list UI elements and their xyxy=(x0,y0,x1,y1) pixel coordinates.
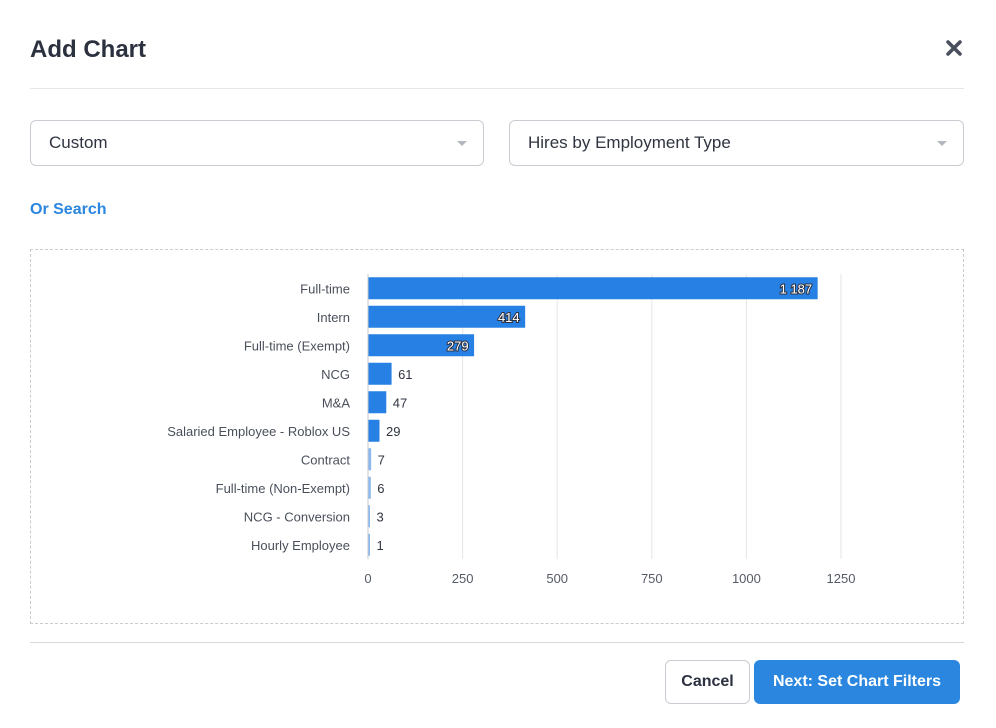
footer-divider xyxy=(30,642,964,643)
x-tick-label: 750 xyxy=(641,571,663,586)
x-tick-label: 1000 xyxy=(732,571,761,586)
chevron-down-icon xyxy=(457,141,467,146)
data-label: 1 187 xyxy=(780,281,813,296)
close-icon xyxy=(946,40,962,56)
data-label: 29 xyxy=(386,424,400,439)
chart-preview: 0 250 500 750 1000 1250 Full-time 1 187 Intern 41… xyxy=(30,249,964,624)
category-label: Contract xyxy=(301,452,351,467)
bar xyxy=(368,505,370,528)
or-search-link[interactable]: Or Search xyxy=(30,201,107,218)
modal-title: Add Chart xyxy=(30,36,146,63)
data-label: 47 xyxy=(393,395,407,410)
chart-type-select[interactable]: Custom xyxy=(30,120,484,166)
chart-select[interactable]: Hires by Employment Type xyxy=(509,120,964,166)
x-tick-label: 250 xyxy=(452,571,474,586)
bar xyxy=(368,391,387,414)
category-label: Intern xyxy=(317,310,350,325)
data-label: 7 xyxy=(378,452,385,467)
category-label: M&A xyxy=(322,395,351,410)
close-button[interactable] xyxy=(940,34,968,62)
category-label: Hourly Employee xyxy=(251,538,350,553)
bar-chart: 0 250 500 750 1000 1250 Full-time 1 187 Intern 41… xyxy=(167,274,856,586)
category-label: Salaried Employee - Roblox US xyxy=(167,424,350,439)
bar xyxy=(368,476,371,499)
bar xyxy=(368,362,392,385)
bar xyxy=(368,305,526,328)
data-label: 3 xyxy=(377,509,384,524)
category-label: Full-time (Exempt) xyxy=(244,338,350,353)
chevron-down-icon xyxy=(937,141,947,146)
category-label: NCG xyxy=(321,367,350,382)
data-label: 414 xyxy=(498,310,520,325)
bar xyxy=(368,334,475,357)
bar xyxy=(368,277,818,300)
bar xyxy=(368,448,372,471)
data-label: 6 xyxy=(377,481,384,496)
bar xyxy=(368,419,380,442)
chart-type-select-value: Custom xyxy=(49,133,108,152)
x-tick-label: 0 xyxy=(364,571,371,586)
chart-select-value: Hires by Employment Type xyxy=(528,133,731,152)
x-tick-label: 500 xyxy=(546,571,568,586)
category-label: NCG - Conversion xyxy=(244,509,350,524)
data-label: 1 xyxy=(377,538,384,553)
cancel-button[interactable]: Cancel xyxy=(665,660,750,704)
header-divider xyxy=(30,88,964,89)
category-label: Full-time (Non-Exempt) xyxy=(216,481,350,496)
x-tick-label: 1250 xyxy=(827,571,856,586)
data-label: 61 xyxy=(398,367,412,382)
bar xyxy=(368,533,370,556)
next-set-chart-filters-button[interactable]: Next: Set Chart Filters xyxy=(754,660,960,704)
data-label: 279 xyxy=(447,338,469,353)
category-label: Full-time xyxy=(300,281,350,296)
